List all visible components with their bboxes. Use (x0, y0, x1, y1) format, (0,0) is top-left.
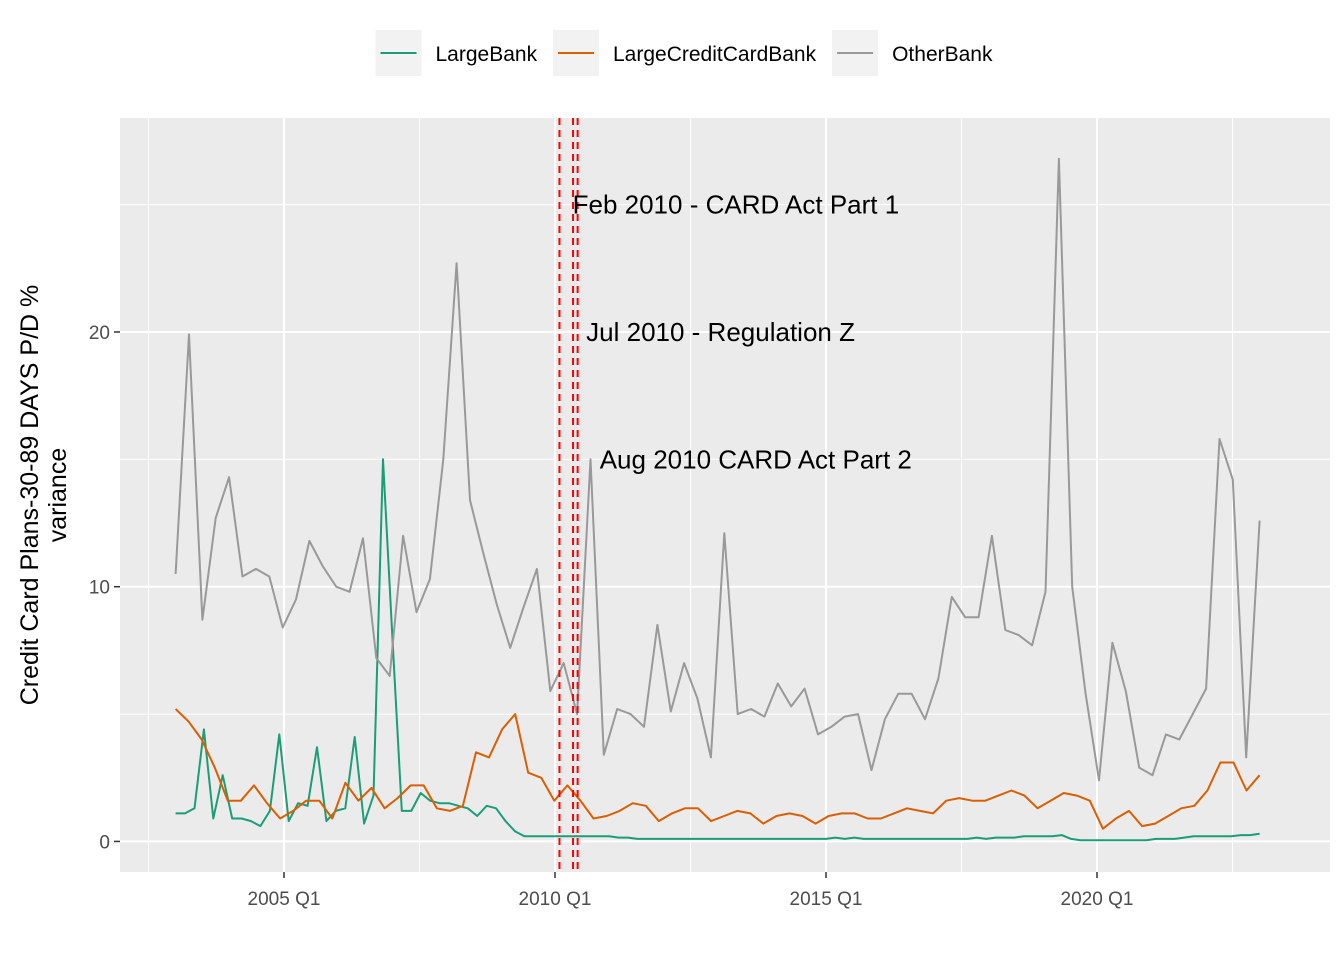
vline-layer (558, 118, 579, 872)
x-tick-label: 2005 Q1 (248, 889, 321, 910)
annotation-layer: Feb 2010 - CARD Act Part 1 Jul 2010 - Reg… (573, 190, 912, 475)
series-line-LargeBank (175, 458, 1260, 842)
legend-label: OtherBank (892, 43, 993, 66)
series-layer (174, 157, 1261, 842)
x-tick-label: 2015 Q1 (790, 889, 863, 910)
legend-item-OtherBank: OtherBank (832, 30, 993, 76)
legend-label: LargeCreditCardBank (613, 43, 817, 66)
x-axis-ticks: 2005 Q1 2010 Q1 2015 Q1 2020 Q1 (248, 872, 1134, 910)
y-axis-title-line-1: Credit Card Plans-30-89 DAYS P/D % (16, 285, 44, 706)
y-axis-ticks: 0 10 20 (89, 323, 120, 853)
y-tick-label: 10 (89, 578, 110, 599)
y-tick-label: 20 (89, 323, 110, 344)
legend-item-LargeBank: LargeBank (375, 30, 538, 76)
annotation-label: Aug 2010 CARD Act Part 2 (600, 444, 912, 474)
plot-panel (120, 118, 1330, 872)
annotation-label: Jul 2010 - Regulation Z (586, 317, 855, 347)
y-axis-title-line-2: variance (44, 448, 72, 543)
annotation-label: Feb 2010 - CARD Act Part 1 (573, 190, 900, 220)
legend-item-LargeCreditCardBank: LargeCreditCardBank (553, 30, 817, 76)
x-tick-label: 2020 Q1 (1061, 889, 1134, 910)
grid-major (120, 118, 1330, 872)
series-line-OtherBank (174, 157, 1261, 782)
grid-minor (120, 118, 1330, 872)
series-line-LargeCreditCardBank (174, 708, 1261, 830)
legend: LargeBank LargeCreditCardBank OtherBank (375, 30, 993, 76)
legend-label: LargeBank (436, 43, 538, 66)
y-tick-label: 0 (99, 832, 110, 853)
y-axis-title: Credit Card Plans-30-89 DAYS P/D % varia… (16, 285, 72, 706)
x-tick-label: 2010 Q1 (519, 889, 592, 910)
